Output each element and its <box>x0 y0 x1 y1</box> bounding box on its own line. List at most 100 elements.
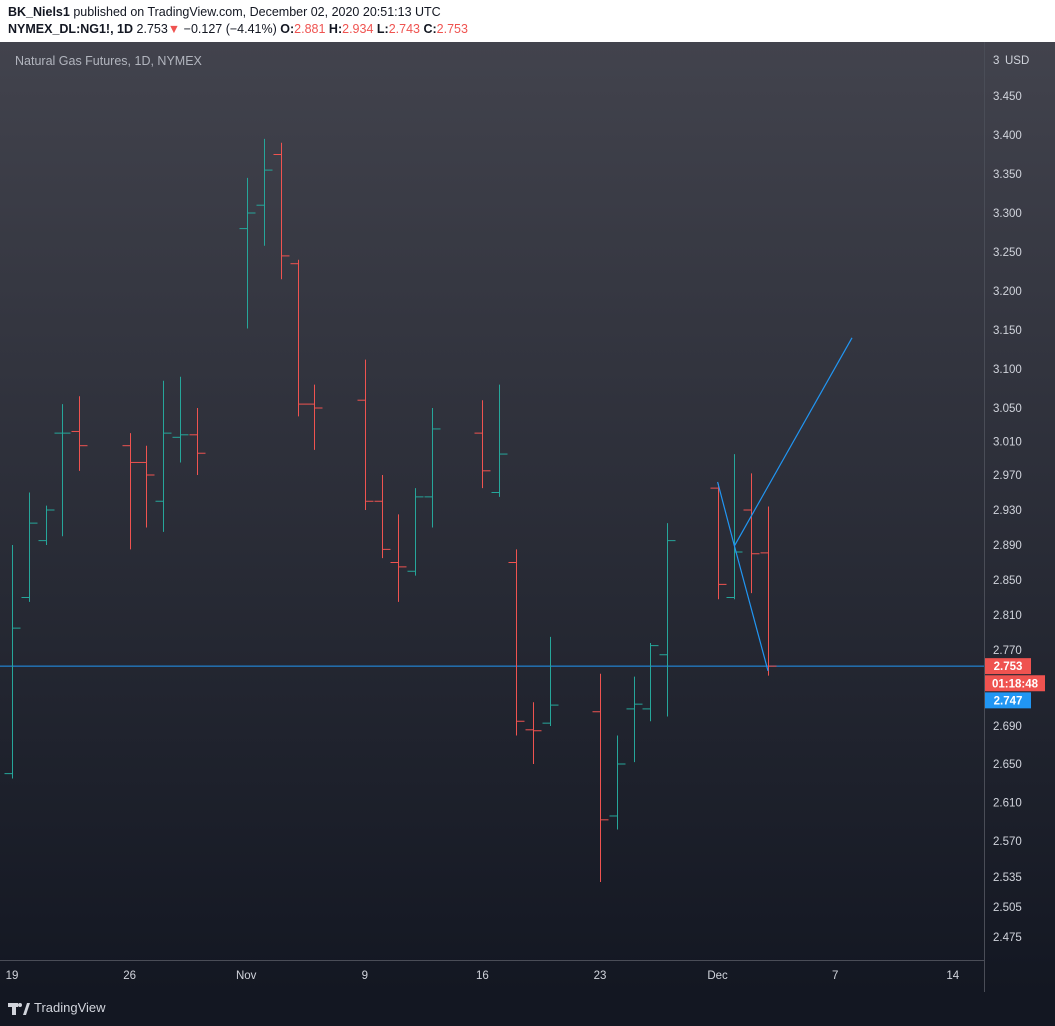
ohlc-bar <box>239 177 256 329</box>
ohlc-bar <box>743 473 760 594</box>
currency-label: USD <box>1005 55 1029 67</box>
ohlc-bar <box>525 702 542 764</box>
price-scale-labels: 2.753 01:18:48 2.747 <box>985 658 1045 709</box>
ohlc-bar <box>21 492 38 602</box>
ohlc-bar <box>38 505 55 545</box>
y-tick-label: 2.970 <box>993 470 1022 482</box>
x-axis-ticks: 19 26 Nov 9 16 23 Dec 7 14 <box>6 970 960 982</box>
y-tick-label: 3.450 <box>993 91 1022 103</box>
x-tick-label: 19 <box>6 970 19 982</box>
low-value: 2.743 <box>388 22 420 36</box>
x-tick-label: 23 <box>594 970 607 982</box>
y-tick-label: 2.505 <box>993 902 1022 914</box>
y-tick-label: 3.150 <box>993 325 1022 337</box>
ohlc-chart[interactable]: Natural Gas Futures, 1D, NYMEX 3 USD 3.4… <box>0 42 1055 992</box>
ohlc-bar <box>626 676 643 763</box>
price-label-countdown: 01:18:48 <box>985 675 1045 692</box>
chart-area[interactable]: Natural Gas Futures, 1D, NYMEX 3 USD 3.4… <box>0 42 1055 992</box>
price-change: −0.127 (−4.41%) <box>183 22 277 36</box>
chart-title: Natural Gas Futures, 1D, NYMEX <box>15 54 203 68</box>
trend-line[interactable] <box>733 337 853 547</box>
ohlc-bar <box>189 408 206 475</box>
ohlc-bar <box>407 488 424 576</box>
y-tick-label: 2.930 <box>993 505 1022 517</box>
high-label: H: <box>328 22 343 36</box>
symbol-label: NYMEX_DL:NG1!, 1D <box>8 22 134 36</box>
ohlc-bar <box>491 384 508 497</box>
last-price: 2.753 <box>136 22 168 36</box>
trend-drawings[interactable] <box>717 337 853 672</box>
ohlc-bar <box>155 380 172 532</box>
x-tick-label: 26 <box>123 970 136 982</box>
ohlc-bar <box>710 483 727 600</box>
trend-line[interactable] <box>717 481 769 672</box>
ohlc-bar <box>542 636 559 726</box>
ohlc-bar <box>508 549 525 736</box>
y-tick-label: 3.300 <box>993 208 1022 220</box>
ohlc-bar <box>760 506 777 676</box>
footer: TradingView <box>0 992 1055 1026</box>
y-tick-label: 2.475 <box>993 932 1022 944</box>
tradingview-logo-icon[interactable] <box>8 998 30 1018</box>
y-tick-label: 3.250 <box>993 247 1022 259</box>
tradingview-brand[interactable]: TradingView <box>34 1000 106 1015</box>
x-tick-label: 14 <box>946 970 959 982</box>
y-tick-label: 2.810 <box>993 610 1022 622</box>
y-axis-top-tick: 3 <box>993 55 999 67</box>
price-label-text: 2.747 <box>994 695 1023 707</box>
ohlc-bar <box>592 673 609 882</box>
ohlc-bar <box>374 475 391 559</box>
ohlc-bar <box>138 445 155 528</box>
y-tick-label: 3.050 <box>993 403 1022 415</box>
high-value: 2.934 <box>342 22 374 36</box>
y-tick-label: 2.650 <box>993 759 1022 771</box>
y-tick-label: 3.400 <box>993 130 1022 142</box>
ohlc-bar <box>642 643 659 722</box>
ohlc-bar <box>273 142 290 280</box>
ohlc-legend: NYMEX_DL:NG1!, 1D 2.753▼ −0.127 (−4.41%)… <box>8 22 468 36</box>
y-tick-label: 2.610 <box>993 798 1022 810</box>
price-label-level: 2.747 <box>985 692 1031 709</box>
ohlc-bar <box>54 404 71 537</box>
ohlc-bar <box>172 376 189 463</box>
low-label: L: <box>376 22 389 36</box>
y-axis-ticks: 3.450 3.400 3.350 3.300 3.250 3.200 3.150 3.100… <box>993 91 1022 944</box>
author-name[interactable]: BK_Niels1 <box>8 5 70 19</box>
ohlc-bar <box>474 400 491 489</box>
y-tick-label: 2.850 <box>993 575 1022 587</box>
price-label-bg <box>985 658 1031 675</box>
x-tick-label: Nov <box>236 970 257 982</box>
y-tick-label: 3.010 <box>993 437 1022 449</box>
y-tick-label: 2.535 <box>993 872 1022 884</box>
price-label-bg <box>985 675 1045 692</box>
price-label-last: 2.753 <box>985 658 1031 675</box>
published-text: published on TradingView.com, December 0… <box>73 5 441 19</box>
ohlc-bar <box>290 259 307 417</box>
ohlc-bar <box>306 384 323 450</box>
price-label-text: 2.753 <box>994 661 1023 673</box>
ohlc-bar <box>424 408 441 528</box>
publish-header: BK_Niels1 published on TradingView.com, … <box>0 0 1055 42</box>
ohlc-bar <box>659 523 676 717</box>
ohlc-bar <box>71 396 88 471</box>
ohlc-bar <box>256 138 273 246</box>
y-tick-label: 3.100 <box>993 364 1022 376</box>
y-tick-label: 3.350 <box>993 169 1022 181</box>
y-tick-label: 2.570 <box>993 836 1022 848</box>
x-tick-label: 16 <box>476 970 489 982</box>
open-value: 2.881 <box>294 22 326 36</box>
y-tick-label: 2.690 <box>993 721 1022 733</box>
price-label-bg <box>985 692 1031 709</box>
ohlc-bar <box>390 514 407 602</box>
y-tick-label: 2.770 <box>993 645 1022 657</box>
ohlc-bar <box>357 359 374 510</box>
ohlc-bar <box>122 433 139 550</box>
y-tick-label: 2.890 <box>993 540 1022 552</box>
ohlc-bars <box>4 138 777 882</box>
chart-background <box>0 42 1055 992</box>
down-arrow-icon: ▼ <box>167 22 181 36</box>
x-tick-label: Dec <box>707 970 728 982</box>
close-label: C: <box>423 22 437 36</box>
close-value: 2.753 <box>436 22 468 36</box>
x-tick-label: 7 <box>832 970 838 982</box>
